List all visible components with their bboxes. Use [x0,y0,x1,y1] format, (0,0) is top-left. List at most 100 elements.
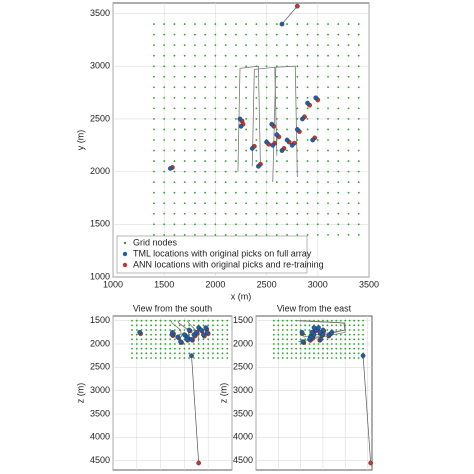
grid-node [286,107,288,110]
grid-node [281,333,284,336]
grid-node [353,347,356,350]
grid-node [135,343,138,345]
grid-node [194,44,196,47]
grid-node [183,139,186,141]
grid-node [154,333,157,336]
grid-node [337,118,340,120]
legend-label: ANN locations with original picks and re… [133,259,324,269]
grid-node [281,343,284,345]
grid-node [214,202,217,205]
grid-node [183,118,186,120]
grid-node [153,118,155,120]
grid-node [304,329,306,331]
grid-node [304,347,306,350]
grid-node [216,319,219,322]
grid-node [296,75,299,78]
grid-node [188,352,191,355]
tml-location [270,142,276,148]
grid-node [140,319,143,322]
grid-node [286,357,289,359]
x-tick-label: 2500 [257,279,277,289]
grid-node [234,181,237,184]
grid-node [290,329,293,331]
grid-node [272,333,275,336]
grid-node [183,160,186,162]
grid-node [347,139,350,141]
tml-location [186,327,192,333]
grid-node [327,139,329,141]
y-tick-label: 2500 [90,362,110,372]
grid-node [357,329,360,331]
grid-node [193,352,195,355]
grid-node [306,170,309,173]
grid-node [226,357,229,359]
grid-node [183,23,186,25]
legend-marker [122,251,128,257]
grid-node [169,319,172,322]
grid-node [234,233,237,236]
grid-node [153,191,155,194]
grid-node [348,347,351,350]
grid-node [163,202,166,205]
grid-node [164,338,167,341]
grid-node [357,160,360,162]
grid-node [183,96,186,99]
grid-node [204,149,207,152]
grid-node [295,357,298,359]
grid-node [357,86,360,89]
grid-node [306,160,309,162]
grid-node [207,357,210,359]
grid-node [348,343,351,345]
grid-node [245,44,248,47]
grid-node [327,128,329,131]
grid-node [212,319,214,322]
grid-node [135,319,138,322]
grid-node [173,338,176,341]
grid-node [163,75,166,78]
grid-node [234,118,237,120]
grid-node [277,347,280,350]
y-tick-label: 2000 [233,338,253,348]
grid-node [245,233,248,236]
grid-node [204,139,207,141]
grid-node [178,347,181,350]
grid-node [265,128,268,131]
grid-node [344,343,347,345]
grid-node [173,118,176,120]
grid-node [277,319,280,322]
grid-node [234,149,237,152]
grid-node [306,65,309,68]
grid-node [327,202,329,205]
grid-node [194,107,196,110]
legend-marker [123,241,127,245]
grid-node [299,338,302,341]
grid-node [224,212,227,215]
grid-node [169,324,172,327]
grid-node [337,139,340,141]
grid-node [163,160,166,162]
grid-node [326,357,329,359]
grid-node [275,107,278,110]
grid-node [277,352,280,355]
grid-node [286,324,289,327]
grid-node [286,352,289,355]
grid-node [316,86,319,89]
grid-node [154,343,157,345]
grid-node [265,107,268,110]
grid-node [272,329,275,331]
grid-node [173,86,176,89]
grid-node [335,352,338,355]
grid-node [316,65,319,68]
grid-node [327,107,329,110]
grid-node [344,338,347,341]
grid-node [265,212,268,215]
grid-node [299,357,302,359]
grid-node [277,333,280,336]
grid-node [347,118,350,120]
grid-node [357,357,360,359]
grid-node [306,75,309,78]
grid-node [212,329,214,331]
grid-node [275,44,278,47]
grid-node [362,329,364,331]
grid-node [347,191,350,194]
